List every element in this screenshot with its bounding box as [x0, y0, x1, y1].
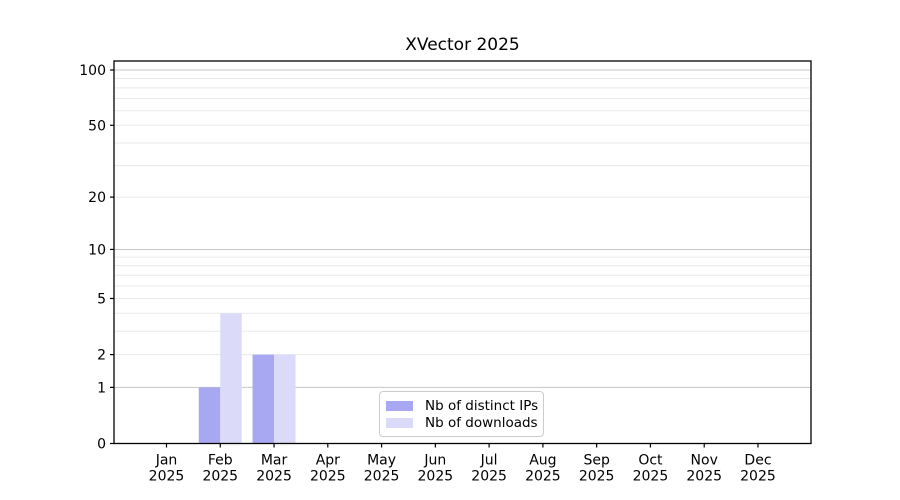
svg-text:50: 50 — [88, 118, 106, 134]
svg-text:May: May — [367, 453, 396, 469]
svg-text:20: 20 — [88, 190, 106, 206]
svg-text:Jan: Jan — [155, 453, 178, 469]
y-axis: 0 1 2 5 10 20 50 100 — [79, 63, 114, 453]
svg-text:Feb: Feb — [208, 453, 233, 469]
chart-title: XVector 2025 — [405, 35, 520, 55]
svg-text:2025: 2025 — [525, 469, 561, 485]
svg-text:5: 5 — [97, 291, 106, 307]
svg-text:2: 2 — [97, 348, 106, 364]
svg-text:2025: 2025 — [256, 469, 292, 485]
svg-text:Dec: Dec — [744, 453, 771, 469]
legend-swatch-distinct-ips — [386, 400, 413, 411]
legend-item-downloads: Nb of downloads — [386, 414, 538, 431]
svg-text:Sep: Sep — [583, 453, 610, 469]
svg-text:2025: 2025 — [579, 469, 615, 485]
svg-text:2025: 2025 — [633, 469, 669, 485]
svg-text:1: 1 — [97, 380, 106, 396]
svg-text:100: 100 — [79, 63, 106, 79]
gridlines-major — [114, 69, 811, 388]
svg-text:2025: 2025 — [149, 469, 185, 485]
legend-label-distinct-ips: Nb of distinct IPs — [425, 397, 539, 414]
plot-frame — [113, 60, 812, 445]
legend-label-downloads: Nb of downloads — [425, 414, 538, 431]
x-axis: Jan2025Feb2025Mar2025Apr2025May2025Jun20… — [149, 443, 776, 485]
gridlines-minor — [114, 77, 811, 356]
svg-text:Apr: Apr — [316, 453, 340, 469]
svg-text:Aug: Aug — [529, 453, 556, 469]
legend-swatch-downloads — [386, 417, 413, 428]
bars-downloads — [220, 313, 296, 444]
svg-text:2025: 2025 — [202, 469, 238, 485]
svg-text:10: 10 — [88, 242, 106, 258]
svg-text:2025: 2025 — [418, 469, 454, 485]
svg-text:Jun: Jun — [423, 453, 446, 469]
legend: Nb of distinct IPs Nb of downloads — [379, 391, 544, 437]
svg-text:Nov: Nov — [691, 453, 718, 469]
svg-text:2025: 2025 — [364, 469, 400, 485]
svg-text:0: 0 — [97, 437, 106, 453]
legend-item-distinct-ips: Nb of distinct IPs — [386, 397, 539, 414]
svg-text:Mar: Mar — [261, 453, 288, 469]
svg-text:Jul: Jul — [480, 453, 498, 469]
svg-text:Oct: Oct — [638, 453, 663, 469]
svg-text:2025: 2025 — [471, 469, 507, 485]
svg-text:2025: 2025 — [310, 469, 346, 485]
bars-distinct-ips — [198, 354, 275, 444]
svg-text:2025: 2025 — [740, 469, 776, 485]
svg-text:2025: 2025 — [686, 469, 722, 485]
